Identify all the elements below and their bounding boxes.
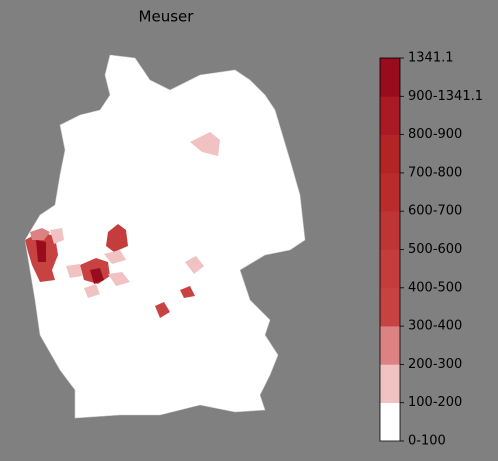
region (106, 224, 128, 252)
region (185, 256, 204, 274)
colorbar-label: 600-700 (408, 204, 462, 219)
region (36, 240, 46, 262)
germany-map (24, 54, 306, 419)
colorbar-label: 900-1341.1 (408, 89, 483, 104)
region (155, 302, 170, 318)
colorbar-label: 300-400 (408, 319, 462, 334)
region (180, 286, 195, 298)
colorbar-segment (380, 96, 400, 135)
colorbar-label: 1341.1 (408, 51, 454, 66)
colorbar-label: 400-500 (408, 280, 462, 295)
region (66, 264, 82, 278)
colorbar-segment (380, 287, 400, 327)
region (190, 132, 220, 156)
colorbar-label: 700-800 (408, 165, 462, 180)
colorbar-segment (380, 326, 400, 365)
colorbar-segment (380, 134, 400, 174)
colorbar-label: 0-100 (408, 434, 446, 449)
region (30, 228, 50, 240)
colorbar-segment (380, 249, 400, 289)
colorbar-segment (380, 172, 400, 212)
colorbar-label: 500-600 (408, 242, 462, 257)
colorbar-label: 100-200 (408, 395, 462, 410)
colorbar-label: 800-900 (408, 127, 462, 142)
colorbar-segment (380, 211, 400, 250)
colorbar-segment (380, 364, 400, 403)
region (104, 250, 126, 264)
region (84, 284, 100, 298)
colorbar-label: 200-300 (408, 357, 462, 372)
region (50, 228, 64, 244)
colorbar-segment (380, 58, 400, 97)
colorbar: 0-100 100-200 200-300 300-400 400-500 500-600… (379, 51, 483, 449)
colorbar-segment (380, 402, 400, 442)
region (90, 268, 104, 284)
map-title: Meuser (139, 8, 195, 26)
country-outline (24, 54, 306, 419)
region (108, 272, 130, 286)
